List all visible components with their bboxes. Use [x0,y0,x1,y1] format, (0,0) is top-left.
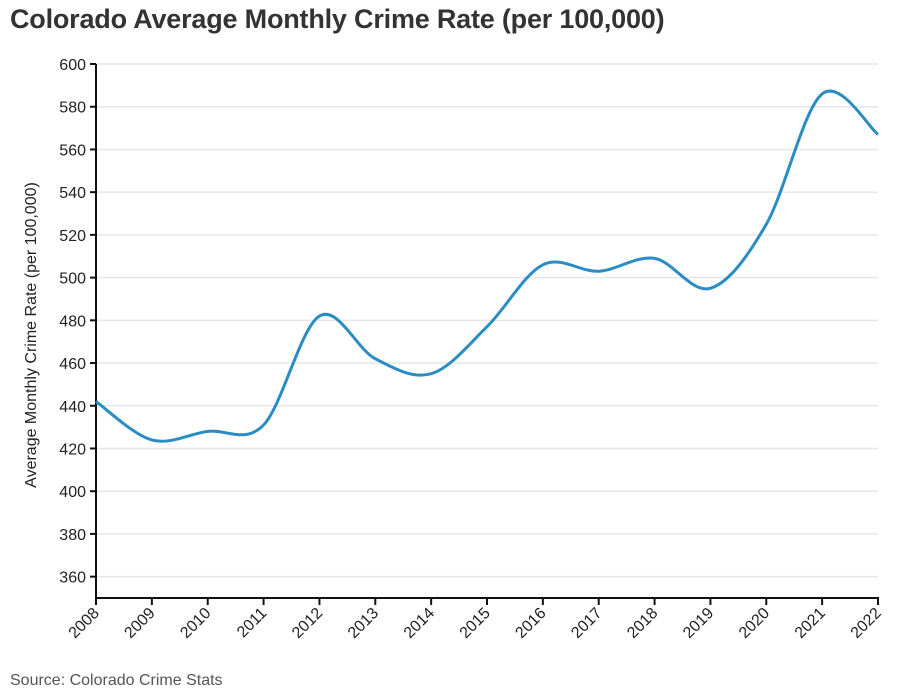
y-tick-label: 580 [59,100,86,117]
y-tick-label: 440 [59,399,86,416]
y-tick-label: 360 [59,570,86,587]
y-tick-label: 500 [59,271,86,288]
x-tick-label: 2012 [289,605,326,642]
chart-title: Colorado Average Monthly Crime Rate (per… [10,4,665,34]
y-tick-label: 600 [59,57,86,74]
x-tick-label: 2010 [177,605,214,642]
source-note: Source: Colorado Crime Stats [10,672,223,689]
y-tick-label: 400 [59,484,86,501]
x-tick-label: 2011 [234,605,270,641]
x-tick-label: 2018 [624,605,661,642]
x-tick-label: 2022 [848,605,885,642]
y-tick-label: 520 [59,228,86,245]
x-tick-label: 2016 [512,605,549,642]
x-tick-label: 2014 [401,605,438,642]
y-tick-label: 460 [59,356,86,373]
y-tick-label: 380 [59,527,86,544]
series-line [95,89,880,443]
x-tick-label: 2019 [680,605,717,642]
x-tick-label: 2015 [457,605,494,642]
y-tick-label: 560 [59,142,86,159]
x-tick-label: 2021 [792,605,829,642]
y-tick-label: 420 [59,441,86,458]
x-tick-label: 2009 [121,605,158,642]
y-axis-label: Average Monthly Crime Rate (per 100,000) [23,182,40,488]
y-tick-label: 540 [59,185,86,202]
x-tick-label: 2017 [568,605,605,642]
x-tick-label: 2008 [66,605,103,642]
x-tick-label: 2013 [345,605,382,642]
y-tick-label: 480 [59,313,86,330]
x-tick-label: 2020 [736,605,773,642]
